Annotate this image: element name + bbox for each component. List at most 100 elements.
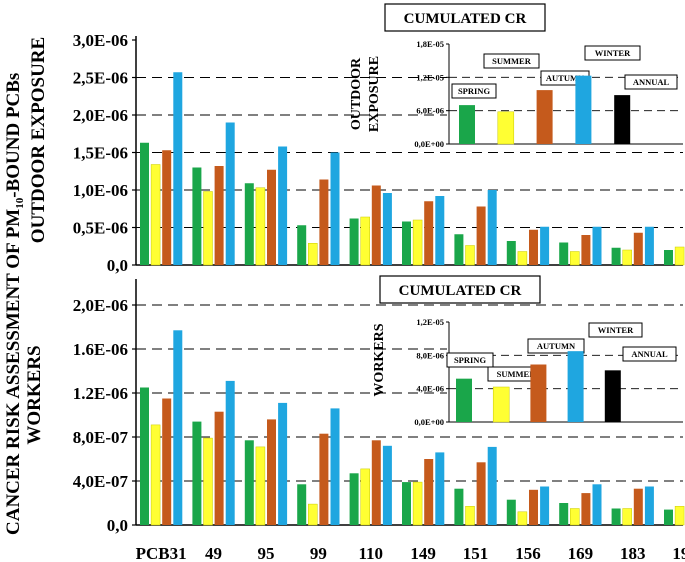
x-tick-label: 110 [358,544,383,562]
inset-bar-spring [459,105,475,144]
inset-season-label-box [446,352,494,368]
inset-bar-autumn [536,90,553,144]
bar-autumn-151 [476,462,486,525]
y-tick-label: 1,5E-06 [73,144,128,163]
y-tick-label: 0,0 [107,256,128,275]
y-tick-label: 3,0E-06 [73,31,128,50]
bar-winter-99 [330,152,340,265]
inset-season-label: WINTER [595,48,631,58]
bar-autumn-156 [529,229,538,265]
bar-spring-169 [559,503,569,525]
bar-autumn-149 [424,459,434,525]
bar-winter-95 [278,402,288,525]
inset-season-label: SUMMER [497,369,537,379]
inset-title: CUMULATED CR [399,283,522,299]
bar-summer-194 [674,246,685,266]
bar-autumn-183 [633,488,643,525]
x-tick-label: 194 [672,544,685,562]
bar-spring-194 [664,509,673,525]
x-tick-label: PCB31 [136,544,187,562]
bar-summer-149 [412,481,423,526]
y-tick-label: 1.2E-06 [73,384,128,403]
inset-bar-winter [575,75,592,144]
outdoor-exposure-chart: 0,0 0,5E-06 1,0E-06 1,5E-06 2,0E-06 2,5E-06 3,… [28,3,685,275]
bar-winter-pcb31 [173,330,183,525]
y-tick-label: 0,0 [107,516,128,535]
bar-autumn-95 [267,169,276,265]
bar-autumn-pcb31 [162,150,172,265]
bar-spring-183 [611,508,621,525]
x-tick-label: 99 [310,544,327,562]
inset-season-label: SUMMER [492,56,532,66]
inset-season-label: ANNUAL [633,77,670,87]
inset-y-axis-label-line2: EXPOSURE [367,56,382,132]
bar-summer-95 [255,187,266,266]
figure-y-axis-label-suffix: -BOUND PCBs [3,73,24,198]
inset-y-tick-label: 1,2E-05 [416,72,444,82]
y-tick-label: 1,0E-06 [73,181,128,200]
bar-winter-95 [278,146,288,265]
inset-bar-summer [497,111,515,145]
bar-autumn-49 [214,166,224,265]
bar-autumn-169 [581,235,591,265]
inset-y-tick-label: 4,0E-06 [416,384,444,394]
inset-y-axis-label: WORKERS [372,323,387,396]
bar-summer-151 [465,245,475,266]
panel-y-axis-label: WORKERS [24,345,45,444]
bar-winter-149 [435,452,445,525]
bar-autumn-110 [371,440,381,525]
inset-season-label-box [624,74,678,90]
bar-spring-183 [611,247,621,265]
inset-season-label-box [451,83,497,99]
bar-spring-99 [297,225,307,265]
bar-spring-95 [244,183,254,265]
bar-summer-pcb31 [150,164,161,266]
inset-y-axis-label: OUTDOOR [349,57,364,130]
bar-summer-110 [360,216,370,266]
bar-autumn-49 [214,411,224,525]
inset-title-box [384,3,546,32]
bar-autumn-149 [424,201,434,265]
bar-summer-169 [570,251,580,266]
x-axis-tick-labels: PCB31 49 95 99 110 149 151 156 169 183 194 [136,544,685,562]
inset-y-tick-label: 0,0E+00 [414,139,444,149]
y-tick-label: 2,5E-06 [73,69,128,88]
figure-y-axis-label: CANCER RISK ASSESSMENT OF PM10-BOUND PCB… [3,73,26,535]
figure-y-axis-label-subscript: 10 [14,197,26,209]
bar-summer-49 [203,437,213,526]
inset-season-label-box [588,322,643,338]
bar-summer-95 [255,446,266,526]
bar-winter-110 [382,445,392,525]
bar-autumn-183 [633,232,643,265]
bar-autumn-110 [371,185,381,265]
inset-bar-winter [567,351,584,422]
bar-summer-99 [308,503,318,526]
inset-season-label-box [584,45,641,61]
bar-spring-156 [506,499,516,525]
y-tick-label: 2,0E-06 [73,296,128,315]
bar-winter-49 [225,122,235,265]
bar-summer-110 [360,468,370,526]
inset-bar-annual [614,95,631,144]
bar-summer-183 [622,508,632,526]
inset-season-label-box [527,338,585,354]
bar-spring-49 [192,421,202,525]
bar-winter-156 [540,486,550,525]
bar-summer-99 [308,243,318,266]
x-tick-label: 156 [515,544,541,562]
bar-winter-49 [225,380,235,525]
inset-season-label: WINTER [598,325,634,335]
bar-winter-151 [487,446,497,525]
bar-spring-151 [454,234,464,265]
bar-spring-49 [192,167,202,265]
inset-bar-annual [604,370,621,422]
bar-summer-149 [412,219,423,266]
bar-summer-194 [674,506,685,526]
y-tick-label: 0,5E-06 [73,219,128,238]
bar-summer-151 [465,506,475,526]
inset-season-label: AUTUMN [546,73,585,83]
bar-winter-99 [330,408,340,525]
bar-spring-194 [664,250,673,265]
bar-autumn-156 [529,489,538,525]
bar-summer-169 [570,508,580,526]
